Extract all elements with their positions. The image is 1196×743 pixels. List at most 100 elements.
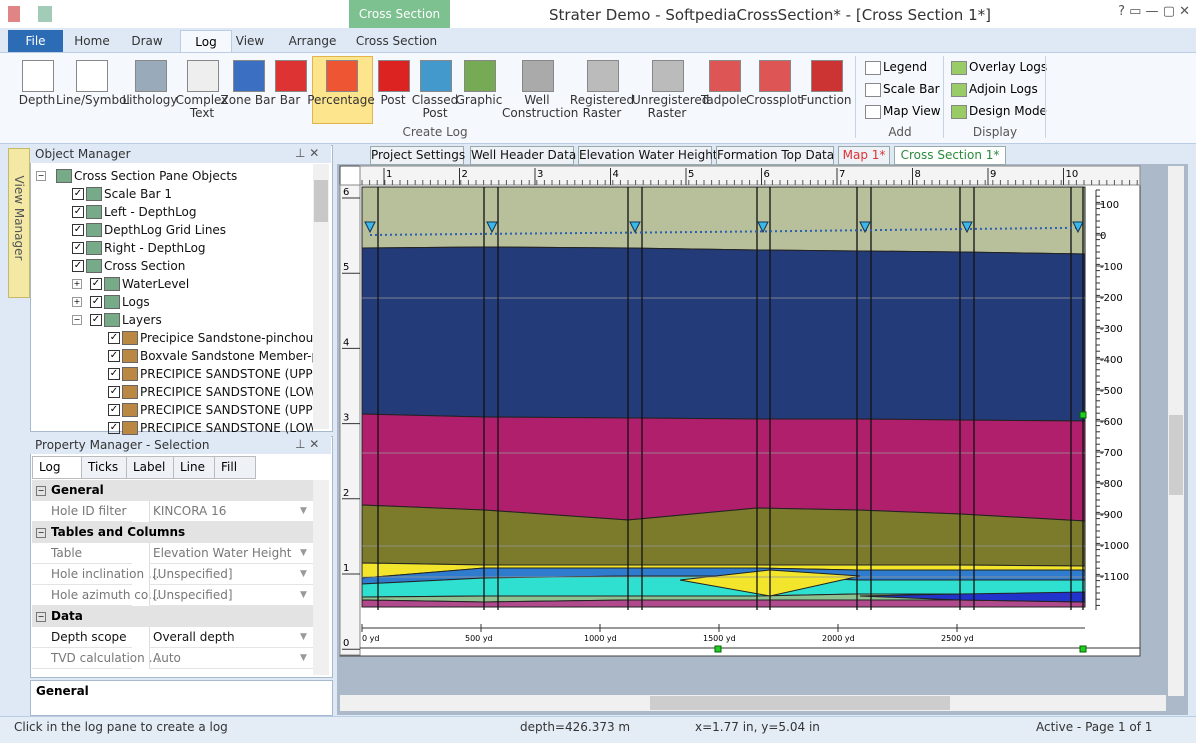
ribbon-button[interactable]: Function [800, 93, 852, 107]
property-tab[interactable]: Log [32, 456, 82, 479]
checkbox[interactable]: ✓ [108, 332, 120, 344]
checkbox[interactable]: ✓ [90, 278, 102, 290]
checkbox[interactable]: ✓ [72, 206, 84, 218]
scale-label: 1000 yd [584, 634, 617, 643]
ribbon-button[interactable]: Scale Bar [883, 82, 940, 96]
expander[interactable]: − [72, 315, 82, 325]
property-value[interactable]: Auto [149, 648, 314, 669]
tree-item[interactable]: Scale Bar 1 [104, 187, 173, 201]
checkbox[interactable]: ✓ [72, 224, 84, 236]
section-header[interactable]: General [32, 480, 313, 501]
tree-item[interactable]: PRECIPICE SANDSTONE (LOWER [140, 385, 313, 399]
tree-icon [104, 277, 120, 291]
ribbon-button[interactable]: Map View [883, 104, 941, 118]
ribbon-button[interactable]: Tadpole [701, 93, 747, 107]
tree-item[interactable]: Right - DepthLog [104, 241, 206, 255]
dropdown[interactable]: ▼ [300, 653, 307, 663]
tree-item[interactable]: Cross Section Pane Objects [74, 169, 238, 183]
ribbon-button[interactable]: Overlay Logs [969, 60, 1048, 74]
tree-item[interactable]: Boxvale Sandstone Member-pinc [140, 349, 313, 363]
property-value[interactable]: Elevation Water Height [149, 543, 314, 564]
tree-item[interactable]: PRECIPICE SANDSTONE (UPPER [140, 367, 313, 381]
ribbon-tab[interactable]: File [8, 30, 63, 52]
tree-item[interactable]: PRECIPICE SANDSTONE (LOWER [140, 421, 313, 435]
tree-item[interactable]: DepthLog Grid Lines [104, 223, 227, 237]
ribbon-button[interactable]: Design Mode [969, 104, 1047, 118]
ribbon-button[interactable]: Post [380, 93, 406, 107]
ribbon-button[interactable]: Lithology [122, 93, 178, 107]
property-tab[interactable]: Fill [214, 456, 256, 479]
ribbon-button[interactable]: Line/Symbol [56, 93, 130, 107]
checkbox[interactable]: ✓ [90, 314, 102, 326]
property-tab[interactable]: Line [173, 456, 215, 479]
ribbon-button[interactable]: Registered Raster [569, 93, 635, 120]
ribbon-button[interactable]: Crossplot [746, 93, 802, 107]
property-value[interactable]: KINCORA 16 [149, 501, 314, 522]
side-tab[interactable]: View Manager [8, 148, 30, 298]
property-value[interactable]: [Unspecified] [149, 564, 314, 585]
dropdown[interactable]: ▼ [300, 569, 307, 579]
ribbon-button[interactable]: Adjoin Logs [969, 82, 1038, 96]
checkbox[interactable]: ✓ [108, 422, 120, 434]
context-tab[interactable]: Cross Section [349, 0, 450, 28]
checkbox[interactable]: ✓ [72, 260, 84, 272]
property-value[interactable]: Overall depth [149, 627, 314, 648]
ribbon-button[interactable]: Zone Bar [220, 93, 276, 107]
tree-item[interactable]: Layers [122, 313, 162, 327]
ribbon-tab[interactable]: Log [180, 30, 232, 53]
ribbon-tab[interactable]: Draw [131, 34, 163, 48]
dropdown[interactable]: ▼ [300, 632, 307, 642]
window-controls[interactable]: ? ▭ — ▢ ✕ [1118, 4, 1190, 19]
tree-item[interactable]: Logs [122, 295, 150, 309]
ribbon-button[interactable]: Legend [883, 60, 928, 74]
checkbox[interactable]: ✓ [108, 350, 120, 362]
document-tab[interactable]: Elevation Water Height [578, 146, 718, 165]
ribbon-tab[interactable]: Home [74, 34, 110, 48]
ribbon-button[interactable]: Well Construction [502, 93, 579, 120]
checkbox[interactable]: ✓ [72, 242, 84, 254]
expander[interactable]: − [36, 171, 46, 181]
tree-item[interactable]: PRECIPICE SANDSTONE (UPPER [140, 403, 313, 417]
expander[interactable]: + [72, 279, 82, 289]
ribbon-button[interactable]: Percentage [307, 93, 375, 107]
document-tab[interactable]: Project Settings [370, 146, 465, 165]
ribbon-tab[interactable]: Cross Section [355, 34, 438, 48]
expander[interactable]: + [72, 297, 82, 307]
checkbox[interactable]: ✓ [108, 404, 120, 416]
ribbon-button[interactable]: Bar [279, 93, 301, 107]
section-header[interactable]: Tables and Columns [32, 522, 313, 543]
checkbox[interactable]: ✓ [72, 188, 84, 200]
tree-item[interactable]: Cross Section [104, 259, 186, 273]
checkbox[interactable]: ✓ [90, 296, 102, 308]
ribbon-button[interactable]: Complex Text [175, 93, 229, 120]
axis-label: -100 [1100, 262, 1123, 273]
ribbon-tab[interactable]: View [235, 34, 265, 48]
cross-section-canvas[interactable]: 1 2 3 4 5 6 7 8 9 1065432101000-100-200-300-400-5… [337, 164, 1188, 715]
tree-item[interactable]: Precipice Sandstone-pinchouts [140, 331, 313, 345]
ruler-label: 1 [386, 169, 392, 180]
checkbox[interactable]: ✓ [108, 386, 120, 398]
ribbon-button[interactable]: Graphic [455, 93, 503, 107]
property-tab[interactable]: Ticks [81, 456, 127, 479]
dropdown[interactable]: ▼ [300, 590, 307, 600]
ruler-label: 5 [688, 169, 694, 180]
document-tab[interactable]: Map 1* [838, 146, 890, 165]
section-header[interactable]: Data [32, 606, 313, 627]
dropdown[interactable]: ▼ [300, 548, 307, 558]
checkbox[interactable]: ✓ [108, 368, 120, 380]
ribbon-button[interactable]: Classed Post [411, 93, 459, 120]
document-tab[interactable]: Formation Top Data [716, 146, 834, 165]
axis-label: -200 [1100, 293, 1123, 304]
tree-item[interactable]: Left - DepthLog [104, 205, 197, 219]
document-tab[interactable]: Cross Section 1* [894, 146, 1006, 165]
layer [361, 246, 1086, 422]
document-tab[interactable]: Well Header Data [470, 146, 576, 165]
ribbon-button[interactable]: Unregistered Raster [632, 93, 710, 120]
tree-item[interactable]: WaterLevel [122, 277, 190, 291]
property-tab[interactable]: Label [126, 456, 174, 479]
ribbon-tab[interactable]: Arrange [288, 34, 337, 48]
property-value[interactable]: [Unspecified] [149, 585, 314, 606]
dropdown[interactable]: ▼ [300, 506, 307, 516]
ruler-label: 2 [343, 488, 349, 499]
ribbon-button[interactable]: Depth [18, 93, 56, 107]
